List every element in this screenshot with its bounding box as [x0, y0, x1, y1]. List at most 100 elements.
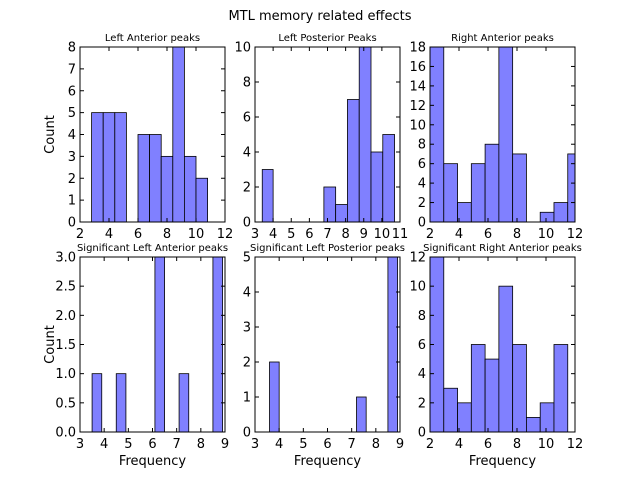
histogram-bar	[91, 373, 103, 432]
y-axis-label: Count	[43, 115, 58, 154]
histogram-bar	[358, 47, 372, 222]
bars-group	[261, 47, 395, 222]
histogram-bar	[512, 344, 527, 432]
histogram-bar	[195, 177, 209, 222]
y-tick-label: 14	[409, 79, 426, 94]
x-tick-label: 9	[396, 437, 404, 452]
histogram-bar	[387, 257, 398, 432]
y-tick-label: 2	[243, 356, 251, 371]
y-tick-label: 4	[243, 286, 251, 301]
panel-title: Significant Left Posterior peaks	[250, 243, 405, 254]
y-tick-label: 1	[243, 391, 251, 406]
y-tick-label: 0	[418, 216, 426, 231]
histogram-bar	[553, 202, 569, 222]
x-tick-label: 8	[513, 227, 521, 242]
histogram-bar	[178, 373, 190, 432]
x-tick-label: 12	[567, 227, 584, 242]
histogram-bar	[137, 134, 150, 222]
y-tick-label: 2.0	[55, 309, 76, 324]
y-tick-label: 10	[409, 280, 426, 295]
y-tick-label: 3.0	[55, 251, 76, 266]
histogram-bar	[526, 417, 541, 432]
x-tick-label: 4	[455, 227, 463, 242]
histogram-bar	[553, 344, 569, 432]
histogram-bar	[470, 163, 486, 222]
y-tick-label: 8	[68, 41, 76, 56]
x-tick-label: 8	[372, 437, 380, 452]
axes-frame	[429, 46, 576, 223]
y-tick-label: 16	[409, 60, 426, 75]
histogram-bar	[430, 47, 445, 222]
x-tick-label: 4	[100, 437, 108, 452]
bars-group	[91, 47, 209, 222]
x-axis-label: Frequency	[294, 454, 361, 469]
x-tick-label: 8	[163, 227, 171, 242]
y-tick-label: 5	[243, 251, 251, 266]
figure-title: MTL memory related effects	[228, 9, 411, 24]
histogram-bar	[498, 285, 514, 432]
x-tick-label: 6	[148, 437, 156, 452]
bars-group	[430, 257, 569, 432]
histogram-bar	[539, 402, 555, 432]
x-tick-label: 7	[348, 437, 356, 452]
x-tick-label: 5	[287, 227, 295, 242]
histogram-bar	[484, 358, 500, 432]
x-tick-label: 7	[323, 227, 331, 242]
y-tick-label: 0	[243, 426, 251, 441]
x-tick-label: 11	[392, 227, 409, 242]
y-tick-label: 6	[418, 338, 426, 353]
x-tick-label: 9	[360, 227, 368, 242]
histogram-bar	[470, 344, 486, 432]
y-tick-label: 0	[243, 216, 251, 231]
histogram-bar	[102, 112, 116, 222]
x-tick-label: 5	[299, 437, 307, 452]
x-tick-label: 6	[323, 437, 331, 452]
panel-title: Left Posterior Peaks	[278, 33, 376, 44]
panel-title: Right Anterior peaks	[451, 33, 554, 44]
histogram-bar	[172, 47, 185, 222]
x-tick-label: 4	[269, 227, 277, 242]
x-axis-label: Frequency	[469, 454, 536, 469]
y-tick-label: 8	[418, 138, 426, 153]
histogram-bar	[539, 211, 555, 222]
y-tick-label: 4	[418, 367, 426, 382]
panel-title: Significant Left Anterior peaks	[77, 243, 228, 254]
y-tick-label: 3	[243, 321, 251, 336]
y-tick-label: 0	[68, 216, 76, 231]
histogram-bar	[443, 163, 458, 222]
x-tick-label: 4	[105, 227, 113, 242]
x-tick-label: 6	[484, 437, 492, 452]
y-tick-label: 1	[68, 194, 76, 209]
x-tick-label: 3	[251, 227, 259, 242]
y-axis-label: Count	[43, 325, 58, 364]
x-tick-label: 10	[188, 227, 205, 242]
x-tick-label: 9	[221, 437, 229, 452]
histogram-bar	[115, 373, 127, 432]
y-tick-label: 2	[243, 181, 251, 196]
y-tick-label: 8	[418, 309, 426, 324]
histogram-bar	[484, 143, 500, 222]
panel-title: Left Anterior peaks	[105, 33, 200, 44]
bars-group	[269, 257, 398, 432]
x-tick-label: 4	[275, 437, 283, 452]
y-tick-label: 7	[68, 62, 76, 77]
y-tick-label: 2	[68, 172, 76, 187]
x-tick-label: 12	[567, 437, 584, 452]
x-tick-label: 3	[76, 437, 84, 452]
histogram-bar	[356, 396, 367, 432]
histogram-bar	[91, 112, 104, 222]
x-tick-label: 2	[426, 227, 434, 242]
x-tick-label: 8	[341, 227, 349, 242]
bars-group	[430, 47, 575, 222]
x-tick-label: 3	[251, 437, 259, 452]
histogram-bar	[160, 155, 174, 222]
y-tick-label: 2.5	[55, 280, 76, 295]
histogram-bar	[443, 387, 458, 432]
x-tick-label: 8	[513, 437, 521, 452]
x-tick-label: 4	[455, 437, 463, 452]
